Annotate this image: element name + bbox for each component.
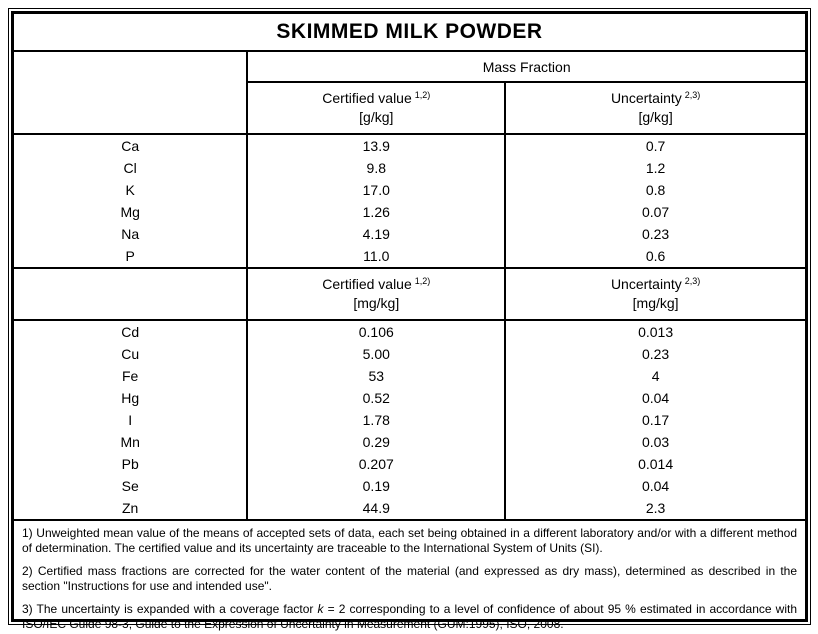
certified-value: 17.0: [246, 179, 506, 201]
uncertainty-value: 4: [504, 365, 805, 387]
uncertainty-value: 0.23: [504, 343, 805, 365]
page-title: SKIMMED MILK POWDER: [14, 14, 805, 52]
table-row-se: Se 0.19 0.04: [14, 475, 805, 497]
element-symbol: P: [125, 248, 135, 264]
uncertainty-header-gkg: Uncertainty 2,3) [g/kg]: [504, 82, 805, 135]
table-row-pb: Pb 0.207 0.014: [14, 453, 805, 475]
uncertainty-value: 0.03: [504, 431, 805, 453]
group-header-row: Mass Fraction: [14, 51, 805, 135]
certified-value: 1.78: [246, 409, 506, 431]
certified-value: 0.207: [246, 453, 506, 475]
table-row-k: K 17.0 0.8: [14, 179, 805, 201]
element-symbol: Hg: [121, 390, 140, 406]
element-symbol: Se: [121, 478, 139, 494]
uncertainty-header-mgkg: Uncertainty 2,3) [mg/kg]: [504, 267, 805, 321]
element-symbol: I: [128, 412, 133, 428]
certified-value: 5.00: [246, 343, 506, 365]
uncertainty-value: 0.8: [504, 179, 805, 201]
element-symbol: Mn: [120, 434, 140, 450]
uncertainty-value: 0.23: [504, 223, 805, 245]
element-symbol: Cl: [123, 160, 137, 176]
uncertainty-footnote-marker: 2,3): [684, 90, 701, 100]
column-header-row-mgkg: Certified value 1,2) [mg/kg] Uncertainty 2…: [14, 267, 805, 321]
footnote-3-text-before: 3) The uncertainty is expanded with a co…: [22, 602, 318, 616]
element-symbol: Na: [121, 226, 140, 242]
certified-value-label: Certified value: [322, 276, 412, 292]
footnotes-row: 1) Unweighted mean value of the means of…: [14, 519, 805, 634]
element-symbol: Fe: [122, 368, 139, 384]
certified-value-header-mgkg: Certified value 1,2) [mg/kg]: [246, 267, 506, 321]
uncertainty-value: 0.013: [504, 320, 805, 343]
certified-value-header-gkg: Certified value 1,2) [g/kg]: [246, 82, 506, 135]
element-symbol: K: [125, 182, 135, 198]
certified-value: 1.26: [246, 201, 506, 223]
table-row-cl: Cl 9.8 1.2: [14, 157, 805, 179]
element-symbol: Ca: [121, 138, 140, 154]
uncertainty-footnote-marker: 2,3): [684, 276, 701, 286]
uncertainty-value: 0.04: [504, 475, 805, 497]
certified-value: 44.9: [246, 497, 506, 520]
table-row-cu: Cu 5.00 0.23: [14, 343, 805, 365]
certified-values-table: SKIMMED MILK POWDER Mass Fraction Certif…: [14, 14, 805, 634]
element-symbol: Zn: [122, 500, 139, 516]
uncertainty-value: 0.014: [504, 453, 805, 475]
element-symbol: Cu: [121, 346, 140, 362]
certified-value-label: Certified value: [322, 90, 412, 106]
uncertainty-value: 0.6: [504, 245, 805, 268]
table-row-fe: Fe 53 4: [14, 365, 805, 387]
table-row-p: P 11.0 0.6: [14, 245, 805, 268]
mass-fraction-header: Mass Fraction: [246, 51, 805, 83]
table-row-ca: Ca 13.9 0.7: [14, 134, 805, 157]
uncertainty-value: 0.7: [504, 134, 805, 157]
uncertainty-label: Uncertainty: [610, 276, 682, 292]
element-column-blank-cell: [14, 51, 248, 135]
footnote-2: 2) Certified mass fractions are correcte…: [22, 564, 797, 593]
element-symbol: Mg: [120, 204, 140, 220]
element-column-blank-cell-2: [14, 267, 248, 321]
table-row-mg: Mg 1.26 0.07: [14, 201, 805, 223]
table-row-mn: Mn 0.29 0.03: [14, 431, 805, 453]
uncertainty-value: 0.07: [504, 201, 805, 223]
uncertainty-unit: [mg/kg]: [632, 295, 679, 311]
table-row-na: Na 4.19 0.23: [14, 223, 805, 245]
certified-value-unit: [g/kg]: [359, 109, 394, 125]
footnote-3-text-after: = 2 corresponding to a level of confiden…: [22, 602, 797, 631]
certified-value-footnote-marker: 1,2): [414, 276, 431, 286]
column-header-row-gkg: Certified value 1,2) [g/kg] Uncertainty 2,…: [14, 82, 805, 135]
title-row: SKIMMED MILK POWDER: [14, 14, 805, 52]
footnote-3: 3) The uncertainty is expanded with a co…: [22, 602, 797, 632]
certified-value: 13.9: [246, 134, 506, 157]
footnotes-section: 1) Unweighted mean value of the means of…: [14, 519, 805, 634]
certified-value: 0.106: [246, 320, 506, 343]
certified-value: 11.0: [246, 245, 506, 268]
footnote-1: 1) Unweighted mean value of the means of…: [22, 526, 797, 555]
element-symbol: Cd: [121, 324, 140, 340]
certified-value-footnote-marker: 1,2): [414, 90, 431, 100]
certified-value: 0.19: [246, 475, 506, 497]
uncertainty-value: 1.2: [504, 157, 805, 179]
certified-value: 0.29: [246, 431, 506, 453]
uncertainty-value: 2.3: [504, 497, 805, 520]
table-row-zn: Zn 44.9 2.3: [14, 497, 805, 520]
certified-value: 4.19: [246, 223, 506, 245]
document-inner-border: SKIMMED MILK POWDER Mass Fraction Certif…: [11, 11, 808, 634]
uncertainty-value: 0.17: [504, 409, 805, 431]
table-row-i: I 1.78 0.17: [14, 409, 805, 431]
uncertainty-unit: [g/kg]: [638, 109, 673, 125]
certified-value-unit: [mg/kg]: [353, 295, 400, 311]
uncertainty-value: 0.04: [504, 387, 805, 409]
certified-value: 0.52: [246, 387, 506, 409]
certified-value: 9.8: [246, 157, 506, 179]
uncertainty-label: Uncertainty: [610, 90, 682, 106]
certified-value: 53: [246, 365, 506, 387]
coverage-factor-k-symbol: k: [317, 602, 324, 616]
table-row-hg: Hg 0.52 0.04: [14, 387, 805, 409]
document-outer-border: SKIMMED MILK POWDER Mass Fraction Certif…: [8, 8, 811, 634]
element-symbol: Pb: [121, 456, 139, 472]
table-row-cd: Cd 0.106 0.013: [14, 320, 805, 343]
